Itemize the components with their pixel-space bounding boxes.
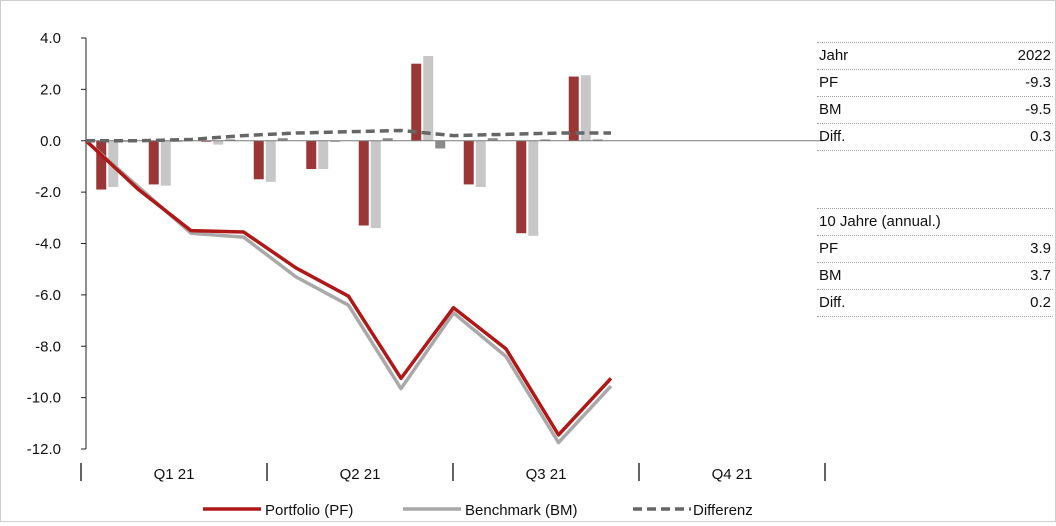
table-row: PF -9.3 xyxy=(817,70,1053,97)
ten-year-summary-table: 10 Jahre (annual.) PF 3.9 BM 3.7 Diff. 0.2 xyxy=(817,208,1053,317)
row-label: Diff. xyxy=(819,294,846,311)
row-label: Diff. xyxy=(819,128,846,145)
axes-layer: 4.0 2.0 0.0 -2.0 -4.0 -6.0 -8.0 -10.0 -12.0 Q1 21… xyxy=(27,30,826,483)
y-tick-label: -6.0 xyxy=(35,287,61,304)
table-header-label: 10 Jahre (annual.) xyxy=(819,213,941,230)
row-label: Jahr xyxy=(819,47,849,64)
row-label: PF xyxy=(819,74,839,91)
row-value: 0.3 xyxy=(1030,128,1051,145)
row-value: -9.3 xyxy=(1025,74,1051,91)
lines-layer xyxy=(84,128,613,445)
row-value: 3.7 xyxy=(1030,267,1051,284)
x-tick-label: Q1 21 xyxy=(154,466,195,483)
row-value: -9.5 xyxy=(1025,101,1051,118)
x-tick-label: Q4 21 xyxy=(712,466,753,483)
bm-bar xyxy=(160,140,171,186)
table-row: Diff. 0.3 xyxy=(817,124,1053,151)
y-tick-label: -12.0 xyxy=(27,441,61,458)
diff-bar xyxy=(540,139,551,141)
y-tick-label: -8.0 xyxy=(35,338,61,355)
pf-bar xyxy=(96,140,107,190)
table-row: Diff. 0.2 xyxy=(817,290,1053,317)
row-value: 0.2 xyxy=(1030,294,1051,311)
legend-label: Portfolio (PF) xyxy=(265,502,353,519)
diff-bar xyxy=(277,138,288,141)
y-tick-label: -4.0 xyxy=(35,236,61,253)
pf-bar xyxy=(568,76,579,141)
row-label: BM xyxy=(819,267,842,284)
differenz-line xyxy=(86,128,611,143)
year-summary-table: Jahr 2022 PF -9.3 BM -9.5 Diff. 0.3 xyxy=(817,42,1053,151)
bm-bar xyxy=(318,140,329,170)
row-label: PF xyxy=(819,240,839,257)
bars-layer xyxy=(96,55,603,236)
diff-bar xyxy=(225,139,236,141)
bm-bar xyxy=(213,140,224,145)
table-row: BM 3.7 xyxy=(817,263,1053,290)
diff-bar xyxy=(382,138,393,141)
pf-bar xyxy=(253,140,264,180)
legend-label: Differenz xyxy=(693,502,753,519)
bm-bar xyxy=(475,140,486,187)
table-row: BM -9.5 xyxy=(817,97,1053,124)
y-tick-label: -10.0 xyxy=(27,390,61,407)
y-tick-label: 4.0 xyxy=(40,30,61,47)
y-tick-label: -2.0 xyxy=(35,184,61,201)
bm-bar xyxy=(423,55,434,141)
diff-bar xyxy=(435,140,446,149)
row-label: BM xyxy=(819,101,842,118)
legend-label: Benchmark (BM) xyxy=(465,502,578,519)
diff-bar xyxy=(487,138,498,141)
pf-bar xyxy=(411,63,422,141)
table-row: Jahr 2022 xyxy=(817,42,1053,70)
row-value: 2022 xyxy=(1017,47,1051,64)
bm-bar xyxy=(580,75,591,141)
pf-bar xyxy=(463,140,474,185)
x-tick-label: Q2 21 xyxy=(340,466,381,483)
x-tick-label: Q3 21 xyxy=(526,466,567,483)
pf-bar xyxy=(148,140,159,185)
diff-bar xyxy=(592,139,603,141)
pf-bar xyxy=(358,140,369,226)
pf-bar xyxy=(516,140,527,234)
bm-bar xyxy=(528,140,539,236)
table-row: PF 3.9 xyxy=(817,236,1053,263)
portfolio-line xyxy=(84,139,613,437)
row-value: 3.9 xyxy=(1030,240,1051,257)
pf-bar xyxy=(306,140,317,170)
legend: Portfolio (PF) Benchmark (BM) Differenz xyxy=(203,502,753,519)
y-tick-label: 2.0 xyxy=(40,81,61,98)
y-tick-label: 0.0 xyxy=(40,133,61,150)
table-header: 10 Jahre (annual.) xyxy=(817,208,1053,236)
bm-bar xyxy=(265,140,276,182)
bm-bar xyxy=(370,140,381,229)
